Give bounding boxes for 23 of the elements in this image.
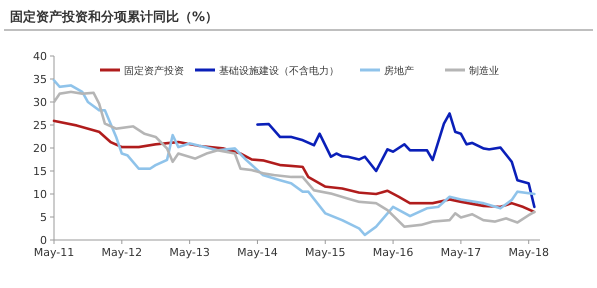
legend-label: 固定资产投资 [124,65,184,77]
legend-label: 基础设施建设（不含电力） [219,65,339,77]
x-tick-label: May-12 [102,246,142,259]
y-tick-label: 5 [40,211,47,224]
y-tick-label: 10 [33,188,47,201]
y-tick-label: 20 [33,142,47,155]
y-tick-label: 30 [33,96,47,109]
x-tick-label: May-14 [237,246,278,259]
x-tick-label: May-15 [305,246,346,259]
x-tick-label: May-17 [440,246,482,259]
x-tick-label: May-13 [169,246,210,259]
y-tick-label: 0 [40,234,47,247]
legend-label: 房地产 [384,65,414,77]
y-tick-label: 25 [33,119,47,132]
chart-title: 固定资产投资和分项累计同比（%） [10,9,218,25]
line-series [256,112,536,208]
x-tick-label: May-18 [508,246,549,259]
x-tick-label: May-16 [372,246,414,259]
y-tick-label: 40 [33,50,47,63]
y-tick-label: 15 [33,165,47,178]
legend-label: 制造业 [469,65,499,77]
x-tick-label: May-11 [34,246,74,259]
y-tick-label: 35 [33,73,47,86]
